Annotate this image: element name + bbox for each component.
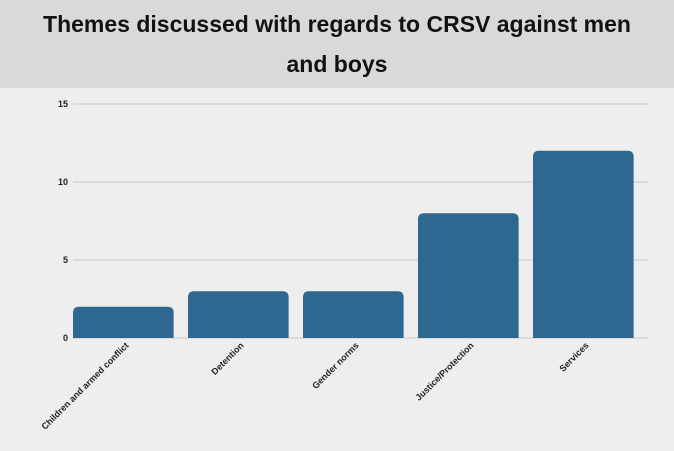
bar-children-and-armed-conflict [73, 306, 174, 338]
y-tick-label: 0 [63, 333, 68, 343]
bar-detention [188, 291, 289, 338]
x-category-label: Children and armed conflict [39, 340, 130, 431]
bar-chart: 0 5 10 15 Children and armed conflict Detent… [39, 99, 648, 432]
y-tick-label: 5 [63, 255, 68, 265]
bars [73, 150, 634, 338]
y-tick-label: 10 [58, 177, 68, 187]
bar-services [533, 150, 634, 338]
bar-gender-norms [303, 291, 404, 338]
bar-justice-protection [418, 213, 519, 338]
y-tick-label: 15 [58, 99, 68, 109]
x-category-label: Detention [209, 340, 245, 376]
title-band: Themes discussed with regards to CRSV ag… [0, 0, 674, 88]
x-category-label: Gender norms [310, 340, 361, 391]
x-category-label: Services [557, 340, 590, 373]
chart-title: Themes discussed with regards to CRSV ag… [43, 11, 631, 77]
x-category-label: Justice/Protection [413, 340, 475, 402]
y-axis-ticks: 0 5 10 15 [58, 99, 68, 343]
x-axis-labels: Children and armed conflict Detention Gend… [39, 340, 590, 431]
